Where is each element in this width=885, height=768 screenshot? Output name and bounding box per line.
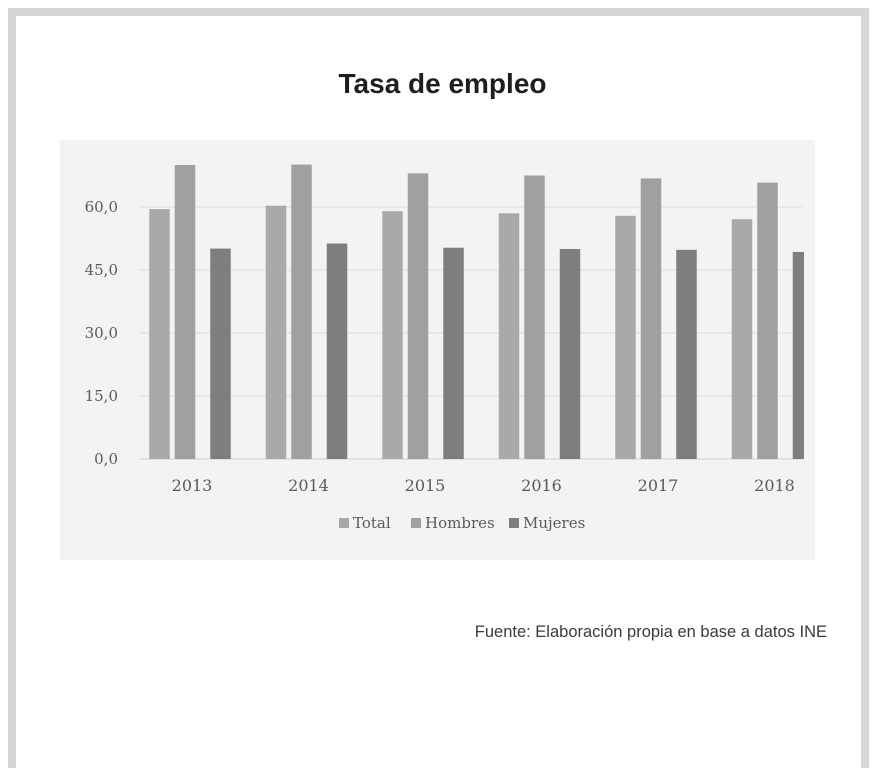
x-tick-label: 2017	[638, 476, 679, 495]
y-tick-label: 60,0	[85, 198, 118, 216]
x-tick-label: 2014	[288, 476, 329, 495]
bar-hombres-2015	[407, 173, 429, 459]
y-tick-label: 15,0	[85, 387, 118, 405]
chart-panel: 0,0 15,0 30,0 45,0 60,0 2013 2014 2015 2016 2017 2…	[60, 140, 815, 560]
y-tick-label: 0,0	[94, 450, 118, 468]
bar-mujeres-2015	[443, 247, 464, 459]
legend-label-hombres: Hombres	[425, 514, 495, 532]
bar-mujeres-2016	[559, 249, 581, 459]
legend-swatch-mujeres	[509, 518, 519, 528]
bar-mujeres-2014	[326, 243, 348, 459]
chart-title: Tasa de empleo	[338, 68, 547, 99]
bar-chart: 0,0 15,0 30,0 45,0 60,0 2013 2014 2015 2016 2017 2…	[85, 164, 804, 532]
bar-hombres-2016	[524, 175, 545, 459]
bar-total-2016	[498, 213, 520, 459]
legend-swatch-total	[339, 518, 349, 528]
bar-total-2015	[382, 211, 403, 459]
x-tick-label: 2016	[521, 476, 562, 495]
bar-total-2013	[149, 209, 170, 459]
bar-total-2018	[731, 219, 753, 459]
bar-total-2014	[265, 205, 287, 459]
y-tick-label: 45,0	[85, 261, 118, 279]
bar-hombres-2014	[291, 164, 312, 459]
legend-swatch-hombres	[411, 518, 421, 528]
x-tick-label: 2013	[172, 476, 213, 495]
source-note: Fuente: Elaboración propia en base a dat…	[474, 623, 827, 641]
legend-label-mujeres: Mujeres	[523, 514, 585, 532]
bar-total-2017	[615, 215, 636, 459]
bar-mujeres-2013	[210, 248, 231, 459]
legend-label-total: Total	[353, 514, 391, 532]
bar-mujeres-2018	[792, 251, 804, 459]
bar-hombres-2013	[174, 165, 196, 459]
bar-hombres-2018	[757, 182, 778, 459]
bar-hombres-2017	[640, 178, 662, 459]
x-tick-label: 2015	[405, 476, 446, 495]
bar-mujeres-2017	[676, 249, 697, 459]
y-tick-label: 30,0	[85, 324, 118, 342]
x-tick-label: 2018	[754, 476, 795, 495]
